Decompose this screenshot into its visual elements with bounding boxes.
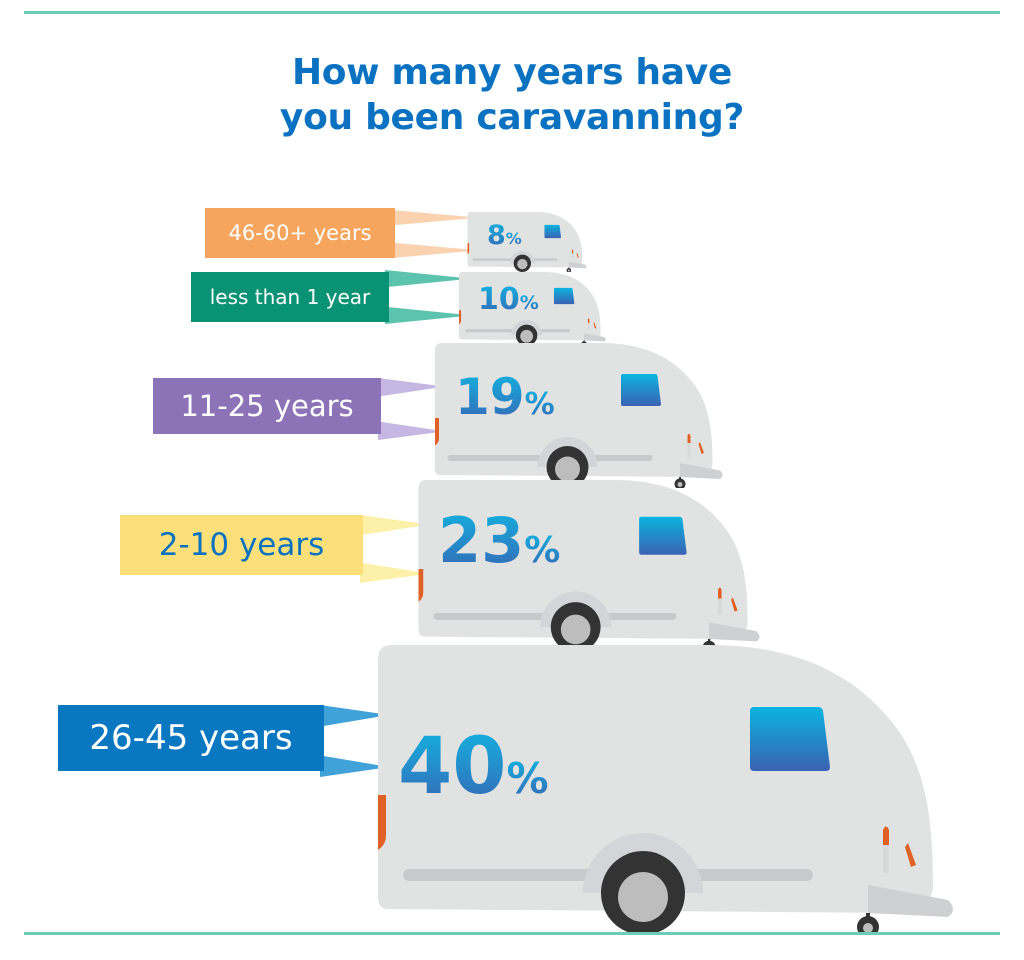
percentage-value: 23% — [438, 504, 561, 577]
percentage-value: 10% — [478, 282, 539, 317]
percentage-value: 19% — [455, 368, 555, 426]
banner-tails — [320, 705, 380, 777]
category-label: less than 1 year — [209, 285, 371, 309]
percentage-value: 40% — [398, 722, 549, 812]
category-banner: 26-45 years — [58, 705, 324, 771]
category-label: 11-25 years — [180, 389, 354, 423]
category-label: 46-60+ years — [228, 221, 372, 245]
title-line-1: How many years have — [291, 52, 733, 93]
top-divider — [24, 11, 1000, 14]
banner-tails — [392, 210, 468, 258]
bottom-divider — [24, 932, 1000, 935]
caravan-icon — [467, 212, 588, 272]
chart-title: How many years have you been caravanning… — [0, 50, 1024, 140]
percentage-value: 8% — [487, 220, 522, 251]
banner-tails — [385, 270, 460, 324]
banner-tails — [378, 378, 436, 440]
category-banner: 2-10 years — [120, 515, 363, 575]
category-banner: 46-60+ years — [205, 208, 395, 258]
banner-tails — [360, 515, 420, 583]
category-banner: less than 1 year — [191, 272, 389, 322]
category-label: 26-45 years — [89, 718, 293, 758]
category-banner: 11-25 years — [153, 378, 381, 434]
title-line-2: you been caravanning? — [279, 97, 745, 138]
category-label: 2-10 years — [158, 527, 325, 563]
